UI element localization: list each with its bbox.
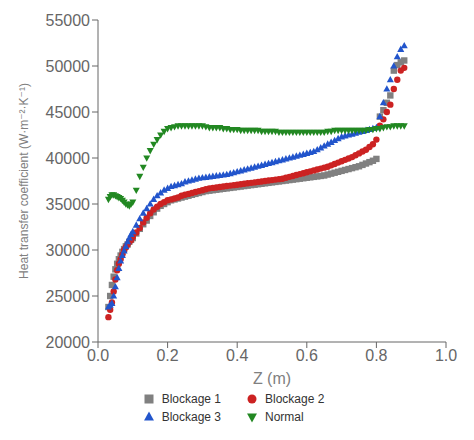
svg-text:Heat transfer coefficient (W·m: Heat transfer coefficient (W·m⁻²·K⁻¹) [17,83,31,279]
svg-text:1.0: 1.0 [435,347,457,364]
svg-text:55000: 55000 [46,12,91,29]
svg-text:0.2: 0.2 [156,347,178,364]
html-text:Normal: Normal [265,410,304,424]
svg-text:25000: 25000 [46,288,91,305]
svg-text:0.6: 0.6 [296,347,318,364]
html-text:Blockage 1: Blockage 1 [161,392,221,406]
html-text:Blockage 3: Blockage 3 [161,410,221,424]
html-text:Blockage 2: Blockage 2 [265,392,325,406]
svg-text:0.4: 0.4 [226,347,248,364]
svg-text:20000: 20000 [46,334,91,351]
svg-text:0.8: 0.8 [365,347,387,364]
svg-text:30000: 30000 [46,242,91,259]
svg-text:40000: 40000 [46,150,91,167]
svg-text:35000: 35000 [46,196,91,213]
svg-text:0.0: 0.0 [87,347,109,364]
svg-text:50000: 50000 [46,58,91,75]
svg-text:45000: 45000 [46,104,91,121]
svg-text:Z (m): Z (m) [253,370,291,387]
